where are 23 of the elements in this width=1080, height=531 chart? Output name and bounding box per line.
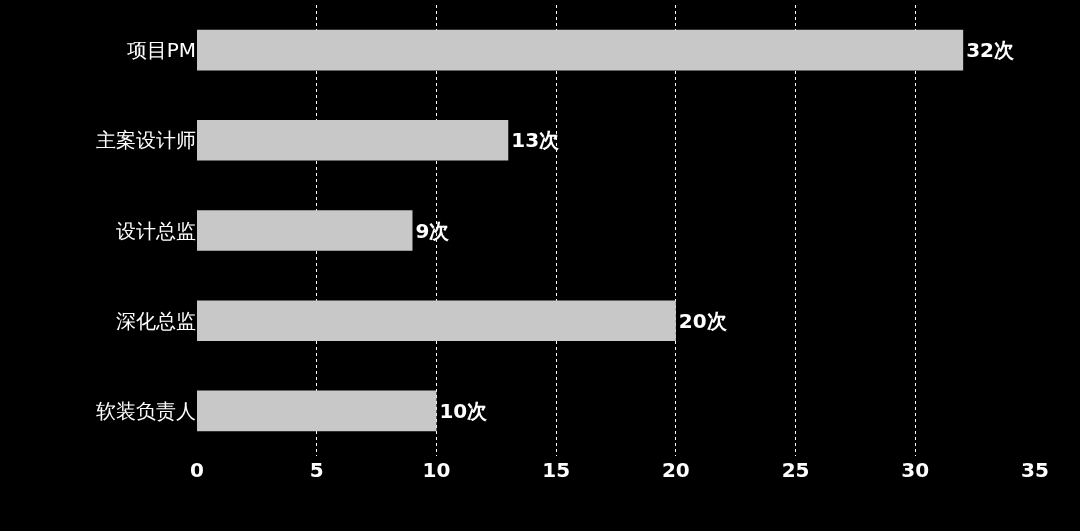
bar bbox=[197, 300, 676, 341]
x-tick-label: 30 bbox=[901, 458, 930, 482]
x-tick-label: 5 bbox=[309, 458, 324, 482]
y-tick-label: 软装负责人 bbox=[96, 398, 196, 423]
x-tick-label: 15 bbox=[542, 458, 571, 482]
x-tick-label: 20 bbox=[661, 458, 690, 482]
data-label: 10次 bbox=[439, 398, 489, 423]
data-label: 20次 bbox=[678, 308, 728, 333]
x-tick-label: 25 bbox=[781, 458, 810, 482]
x-tick-label: 0 bbox=[190, 458, 204, 482]
x-tick-label: 35 bbox=[1021, 458, 1049, 482]
bar bbox=[197, 390, 437, 432]
bar bbox=[197, 29, 964, 71]
bar bbox=[197, 120, 509, 161]
data-label: 32次 bbox=[966, 38, 1015, 63]
y-tick-label: 主案设计师 bbox=[96, 128, 196, 153]
y-tick-label: 设计总监 bbox=[116, 218, 196, 243]
x-tick-label: 10 bbox=[422, 458, 451, 482]
y-tick-label: 项目PM bbox=[126, 38, 196, 63]
bar bbox=[197, 210, 413, 251]
data-label: 9次 bbox=[415, 218, 451, 243]
data-label: 13次 bbox=[511, 128, 561, 153]
y-tick-label: 深化总监 bbox=[116, 308, 196, 333]
